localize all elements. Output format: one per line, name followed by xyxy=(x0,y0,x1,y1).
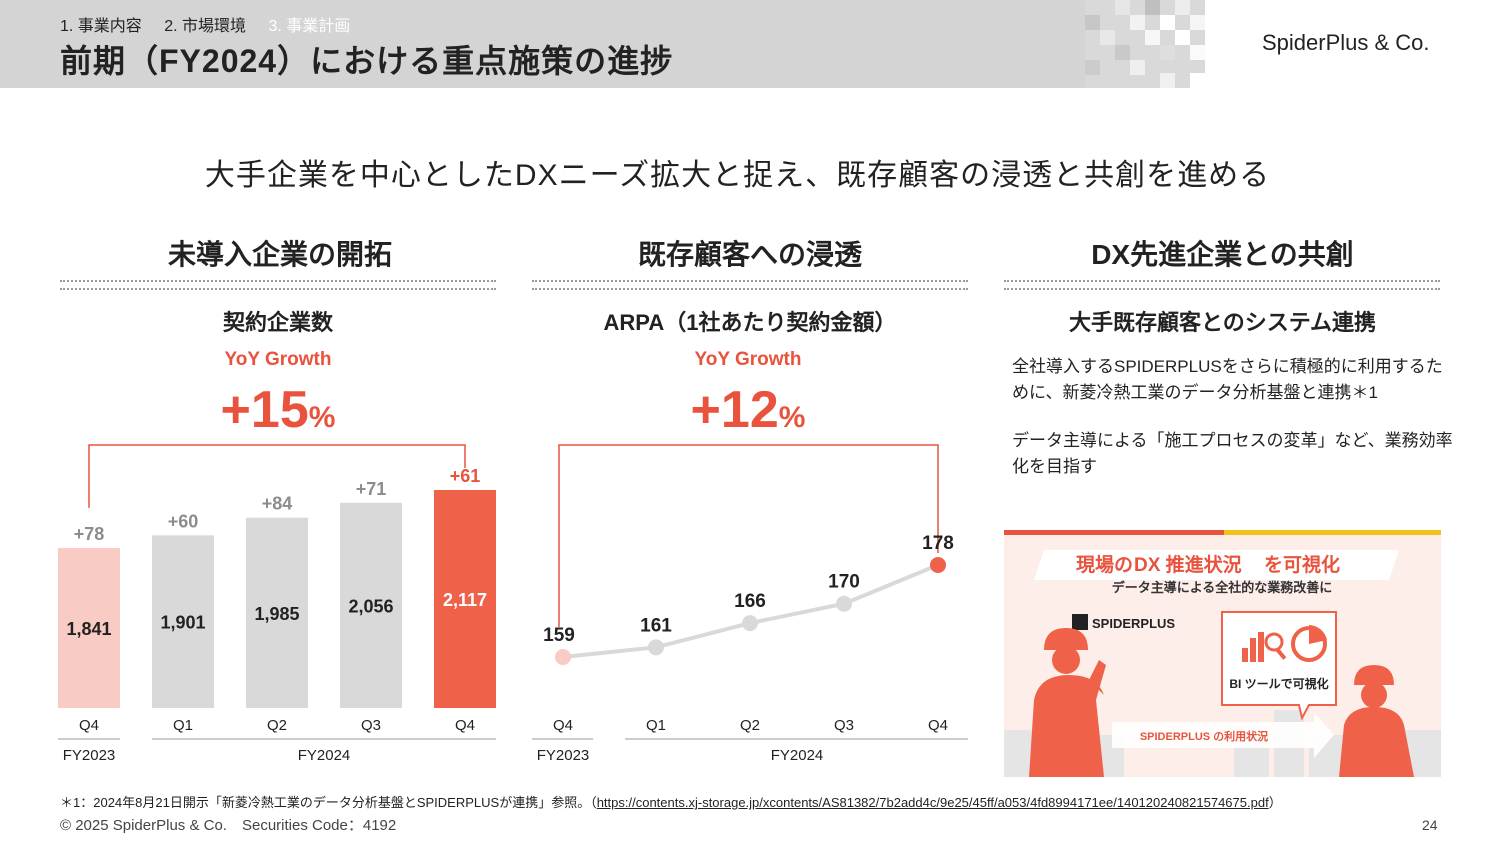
bar-1 xyxy=(58,547,120,708)
line-point-1 xyxy=(555,649,571,665)
bar-value-label-2: 1,901 xyxy=(160,613,205,633)
bar-value-label-3: 1,985 xyxy=(254,604,299,624)
column-3-subtitle: 大手既存顧客とのシステム連携 xyxy=(1068,310,1377,335)
mosaic-decoration xyxy=(1085,0,1205,88)
breadcrumb: 1. 事業内容 2. 市場環境 3. 事業計画 xyxy=(60,12,368,36)
breadcrumb-item-1[interactable]: 1. 事業内容 xyxy=(60,18,142,35)
line-value-label-1: 159 xyxy=(543,625,575,646)
column-2-subtitle: ARPA（1社あたり契約金額） xyxy=(603,310,897,335)
column-3-divider xyxy=(1004,280,1440,290)
x-tick-label-5: Q4 xyxy=(455,717,475,734)
spiderplus-logo-icon xyxy=(1072,614,1088,630)
x-tick-label-1: Q4 xyxy=(553,717,573,734)
growth-bracket xyxy=(558,444,939,627)
column-3-title: DX先進企業との共創 xyxy=(1091,239,1354,270)
headline: 大手企業を中心としたDXニーズ拡大と捉え、既存顧客の浸透と共創を進める xyxy=(204,159,1271,192)
column-1-divider xyxy=(60,280,496,290)
worker-right-icon xyxy=(1339,665,1414,777)
bar-value-label-4: 2,056 xyxy=(348,596,393,616)
pie-chart-icon xyxy=(1291,625,1327,662)
x-tick-label-4: Q3 xyxy=(834,717,854,734)
banner-bi-label: BI ツールで可視化 xyxy=(1229,676,1328,691)
group-label-fy2024: FY2024 xyxy=(298,747,351,764)
banner-subtitle: データ主導による全社的な業務改善に xyxy=(1112,580,1333,595)
collab-description-1: 全社導入するSPIDERPLUSをさらに積極的に利用するために、新菱冷熱工業のデ… xyxy=(1012,357,1443,402)
column-1-title: 未導入企業の開拓 xyxy=(167,239,392,270)
column-2-title: 既存顧客への浸透 xyxy=(637,239,862,270)
footnote: ＊1：2024年8月21日開示「新菱冷熱工業のデータ分析基盤とSPIDERPLU… xyxy=(60,792,1282,811)
line-point-3 xyxy=(742,615,758,632)
footnote-text: ＊1：2024年8月21日開示「新菱冷熱工業のデータ分析基盤とSPIDERPLU… xyxy=(60,795,597,810)
line-value-label-3: 166 xyxy=(734,591,766,612)
arpa-line-chart: 159 Q4 161 Q1 166 Q2 170 Q3 178 Q4 FY2023 FY2024 xyxy=(532,444,968,764)
column-2-growth: +12% xyxy=(530,380,966,440)
collab-description-2: データ主導による「施工プロセスの変革」など、業務効率化を目指す xyxy=(1012,431,1453,476)
bar-5 xyxy=(434,490,496,708)
column-2-divider xyxy=(532,280,968,290)
x-tick-label-5: Q4 xyxy=(928,717,948,734)
bar-increment-label-2: +60 xyxy=(168,511,199,531)
worker-left-icon xyxy=(1029,628,1106,777)
banner-title-3: を可視化 xyxy=(1264,553,1340,576)
column-1-yoy-label: YoY Growth xyxy=(224,349,332,370)
banner-title-2: DX 推進状況 xyxy=(1134,553,1242,576)
bar-3 xyxy=(246,517,308,708)
column-2-growth-value: +12 xyxy=(690,381,779,439)
line-point-5 xyxy=(930,557,946,573)
breadcrumb-item-3[interactable]: 3. 事業計画 xyxy=(268,18,351,35)
bar-increment-label-5: +61 xyxy=(450,466,481,486)
column-1-growth: +15% xyxy=(60,380,496,440)
line-value-label-2: 161 xyxy=(640,615,672,636)
bar-increment-label-3: +84 xyxy=(262,494,293,514)
banner-title-1: 現場の xyxy=(1076,554,1133,576)
group-label-fy2023: FY2023 xyxy=(537,747,590,764)
contract-companies-bar-chart: 1,841 +78 Q4 1,901 +60 Q1 1,985 +84 Q2 2,056 +71 Q3… xyxy=(58,444,496,764)
x-tick-label-2: Q1 xyxy=(646,717,666,734)
banner-brand: SPIDERPLUS xyxy=(1092,616,1175,631)
bar-4 xyxy=(340,502,402,708)
header-bar: 1. 事業内容 2. 市場環境 3. 事業計画 前期（FY2024）における重点… xyxy=(0,0,1500,88)
logo-area: SpiderPlus & Co. xyxy=(1205,0,1500,88)
group-label-fy2023: FY2023 xyxy=(63,747,116,764)
x-tick-label-3: Q2 xyxy=(740,717,760,734)
bar-value-label-1: 1,841 xyxy=(66,619,111,639)
x-tick-label-2: Q1 xyxy=(173,717,193,734)
page-number: 24 xyxy=(1422,817,1438,833)
company-logo: SpiderPlus & Co. xyxy=(1262,30,1430,55)
header-band xyxy=(0,0,1085,88)
breadcrumb-item-2[interactable]: 2. 市場環境 xyxy=(164,18,247,35)
dx-visualization-banner: 現場の DX 推進状況 を可視化 データ主導による全社的な業務改善に SPIDE… xyxy=(1004,530,1441,777)
column-2-yoy-label: YoY Growth xyxy=(694,349,802,370)
column-1-growth-unit: % xyxy=(308,401,336,434)
x-tick-label-1: Q4 xyxy=(79,717,99,734)
bar-increment-label-1: +78 xyxy=(74,524,105,544)
banner-arrow-label: SPIDERPLUS の利用状況 xyxy=(1140,729,1268,743)
bar-2 xyxy=(152,535,214,708)
column-2-growth-unit: % xyxy=(778,401,806,434)
line-point-4 xyxy=(836,595,852,612)
bar-value-label-5: 2,117 xyxy=(443,590,487,610)
line-point-2 xyxy=(648,639,664,656)
x-tick-label-4: Q3 xyxy=(361,717,381,734)
column-1-growth-value: +15 xyxy=(220,381,309,439)
column-1-subtitle: 契約企業数 xyxy=(222,310,333,335)
x-tick-label-3: Q2 xyxy=(267,717,287,734)
growth-bracket xyxy=(88,444,466,508)
page-title: 前期（FY2024）における重点施策の進捗 xyxy=(60,43,674,79)
line-value-label-4: 170 xyxy=(828,572,860,593)
footnote-link[interactable]: https://contents.xj-storage.jp/xcontents… xyxy=(596,795,1269,810)
bi-chart-icon xyxy=(1242,632,1287,662)
copyright: © 2025 SpiderPlus & Co. Securities Code：… xyxy=(60,817,397,834)
line-value-label-5: 178 xyxy=(922,533,954,554)
bar-increment-label-4: +71 xyxy=(356,479,387,499)
footnote-suffix: ） xyxy=(1268,795,1282,810)
group-label-fy2024: FY2024 xyxy=(771,747,824,764)
